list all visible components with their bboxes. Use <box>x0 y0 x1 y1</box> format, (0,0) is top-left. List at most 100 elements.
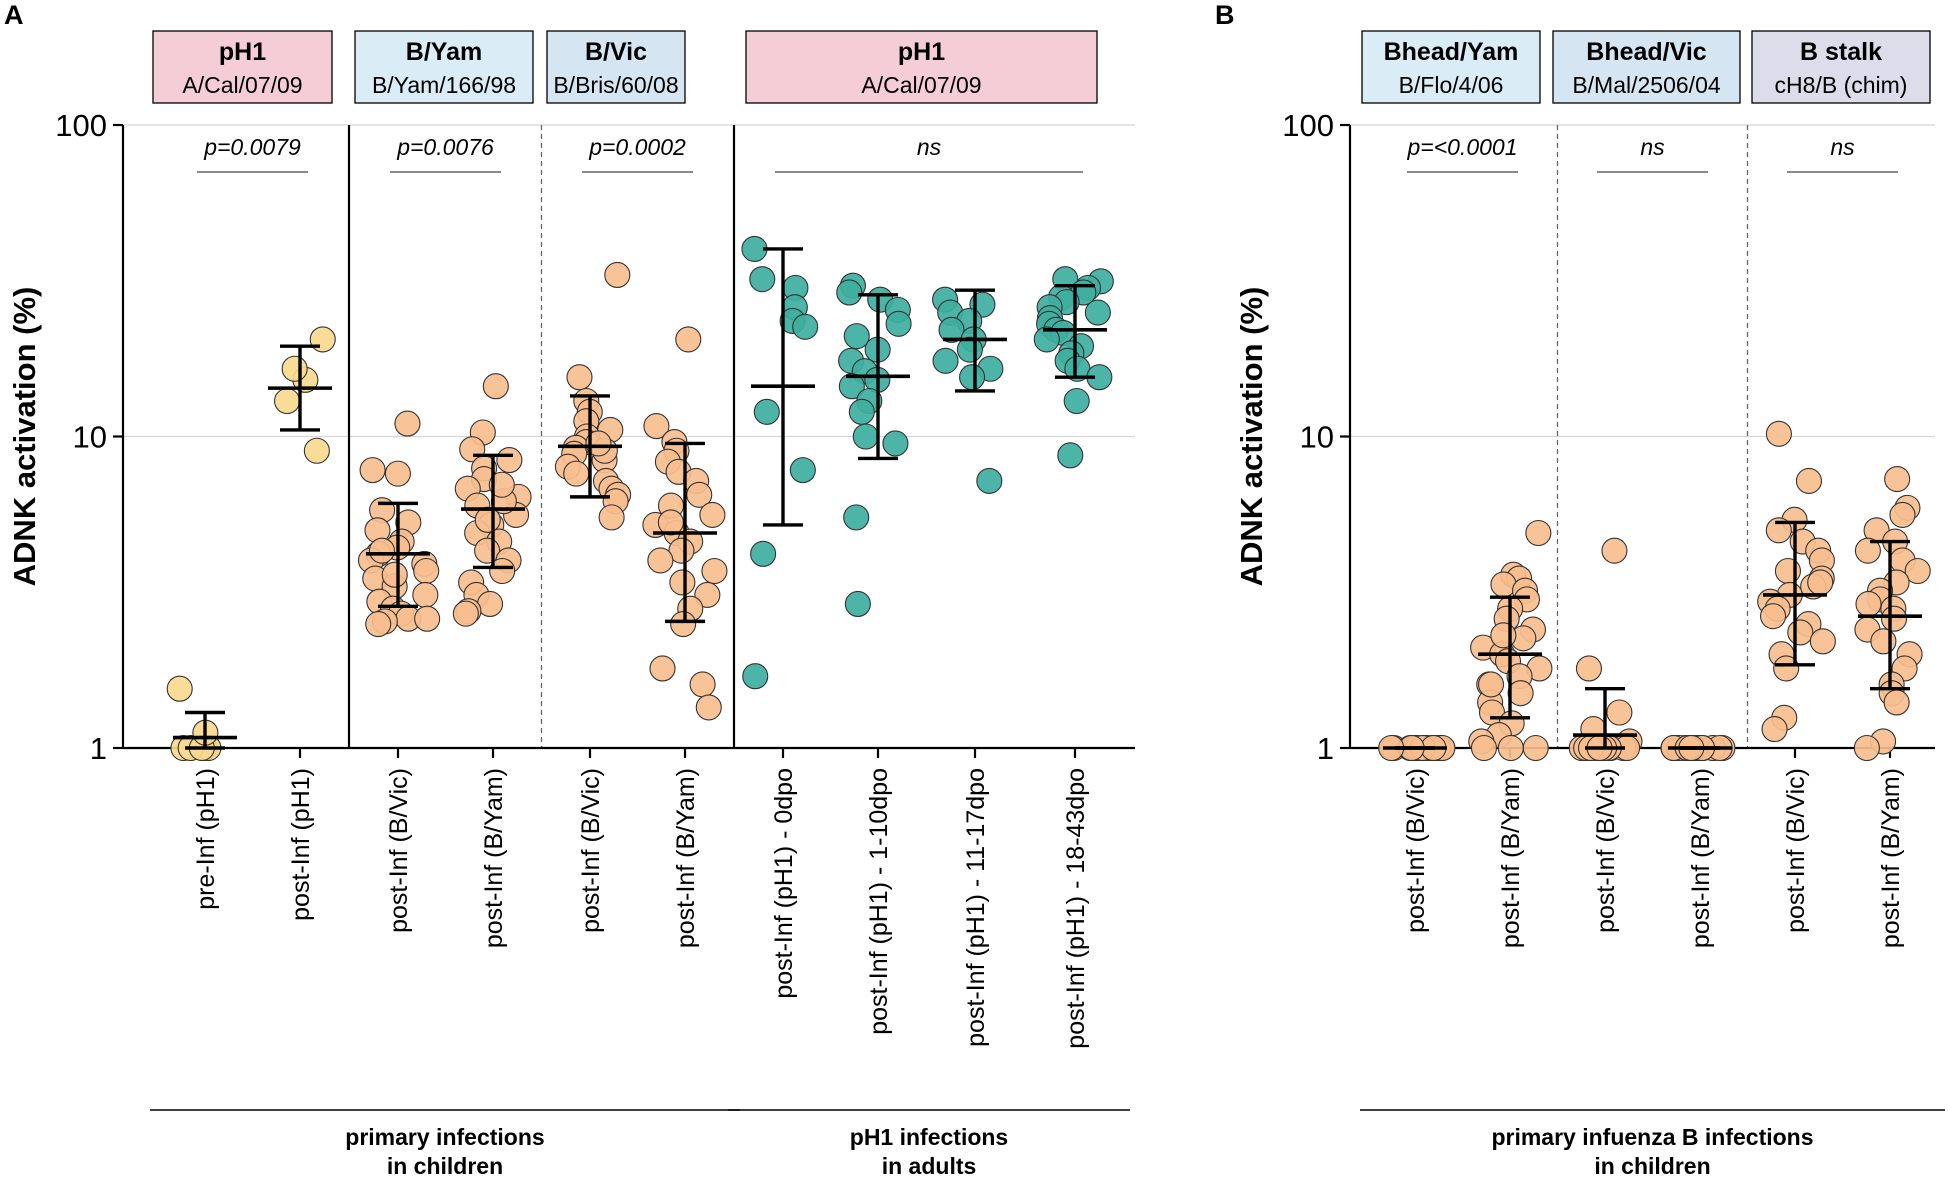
x-tick-label: post-Inf (pH1) <box>287 768 315 921</box>
data-point <box>1497 734 1524 762</box>
data-point <box>1575 655 1603 682</box>
data-point <box>1759 603 1787 630</box>
data-point <box>1601 537 1628 564</box>
y-axis-label: ADNK activation (%) <box>7 287 42 587</box>
data-point <box>496 447 523 474</box>
data-point <box>563 460 590 487</box>
header-title: B/Yam <box>406 38 482 66</box>
x-tick-label: post-Inf (B/Yam) <box>1877 768 1905 948</box>
series: post-Inf (B/Yam) <box>1660 734 1736 948</box>
data-point <box>1063 387 1090 415</box>
header-strain: B/Flo/4/06 <box>1399 72 1504 98</box>
data-point <box>482 373 509 400</box>
data-point <box>414 605 441 632</box>
header-strain: A/Cal/07/09 <box>182 72 302 98</box>
data-point <box>848 398 875 425</box>
panel-b: B Bhead/Yam B/Flo/4/06 Bhead/Vic B/Mal/2506/… <box>1215 0 1945 1179</box>
header-title: pH1 <box>219 38 266 66</box>
data-point <box>412 581 439 608</box>
data-point <box>1525 519 1552 547</box>
data-point <box>309 326 336 353</box>
data-point <box>1870 628 1897 655</box>
data-point <box>647 547 674 574</box>
data-point <box>1606 699 1633 726</box>
data-point <box>1057 442 1084 469</box>
series: pre-Inf (pH1) <box>166 675 237 910</box>
data-point <box>274 387 301 415</box>
data-point <box>365 610 392 638</box>
data-point <box>694 581 721 608</box>
data-point <box>1773 655 1800 682</box>
data-point <box>1787 619 1814 646</box>
data-point <box>689 671 716 698</box>
data-point <box>657 509 684 536</box>
series: post-Inf (B/Yam) <box>642 326 728 948</box>
data-point <box>669 569 696 596</box>
data-point <box>1855 590 1882 618</box>
data-point <box>359 457 386 484</box>
comparison-pvalue: p=0.0076 <box>396 134 494 160</box>
data-point <box>885 310 912 337</box>
data-point <box>1522 734 1549 762</box>
comparison-pvalue: ns <box>917 134 942 160</box>
series: post-Inf (B/Vic) <box>554 261 632 933</box>
data-point <box>1880 605 1908 632</box>
header-title: Bhead/Yam <box>1384 38 1519 66</box>
header-box <box>354 30 534 104</box>
series: post-Inf (pH1) - 11-17dpo <box>932 286 1007 1047</box>
data-point <box>1470 734 1498 762</box>
comparison-pvalue: p=0.0002 <box>588 134 686 160</box>
group-label: pH1 infections <box>850 1124 1008 1150</box>
header-title: B stalk <box>1800 38 1882 66</box>
data-point <box>1795 467 1822 494</box>
data-point <box>381 561 408 588</box>
x-tick-label: post-Inf (B/Vic) <box>1402 768 1430 933</box>
x-tick-label: post-Inf (B/Vic) <box>385 768 413 933</box>
header-box <box>1552 30 1741 104</box>
header-box <box>152 30 333 104</box>
data-point <box>750 540 777 567</box>
header-strain: B/Yam/166/98 <box>372 72 516 98</box>
group-label-sub: in adults <box>882 1153 977 1179</box>
data-point <box>1033 326 1060 353</box>
series: post-Inf (B/Vic) <box>1757 420 1836 933</box>
data-point <box>1477 671 1505 698</box>
data-point <box>675 326 702 353</box>
data-point <box>1084 299 1111 326</box>
y-tick-label: 1 <box>1317 731 1334 766</box>
series: post-Inf (pH1) - 0dpo <box>741 235 819 999</box>
data-point <box>695 694 722 721</box>
series: post-Inf (B/Vic) <box>1378 734 1456 933</box>
x-tick-label: pre-Inf (pH1) <box>192 768 220 910</box>
series: post-Inf (pH1) - 1-10dpo <box>836 272 912 1035</box>
data-point <box>843 504 870 531</box>
header-title: B/Vic <box>585 38 647 66</box>
data-point <box>1853 734 1880 762</box>
header-title: Bhead/Vic <box>1586 38 1707 66</box>
header-strain: B/Bris/60/08 <box>553 72 678 98</box>
x-tick-label: post-Inf (B/Yam) <box>480 768 508 948</box>
data-point <box>932 347 959 374</box>
data-point <box>699 501 726 528</box>
data-point <box>1490 571 1517 598</box>
data-point <box>281 355 308 382</box>
data-point <box>1889 501 1916 528</box>
data-point <box>1807 569 1834 596</box>
data-point <box>843 323 870 350</box>
data-point <box>749 266 776 293</box>
x-tick-label: post-Inf (pH1) - 11-17dpo <box>962 768 990 1047</box>
data-point <box>1507 680 1534 707</box>
data-point <box>838 373 865 400</box>
header-box <box>1751 30 1931 104</box>
data-point <box>303 437 330 464</box>
data-point <box>789 457 816 484</box>
data-point <box>852 423 879 450</box>
header-strain: cH8/B (chim) <box>1775 72 1908 98</box>
group-label-sub: in children <box>1594 1153 1710 1179</box>
header-title: pH1 <box>898 38 945 66</box>
group-label: primary infuenza B infections <box>1491 1124 1813 1150</box>
data-point <box>1883 689 1910 716</box>
data-point <box>836 279 863 306</box>
